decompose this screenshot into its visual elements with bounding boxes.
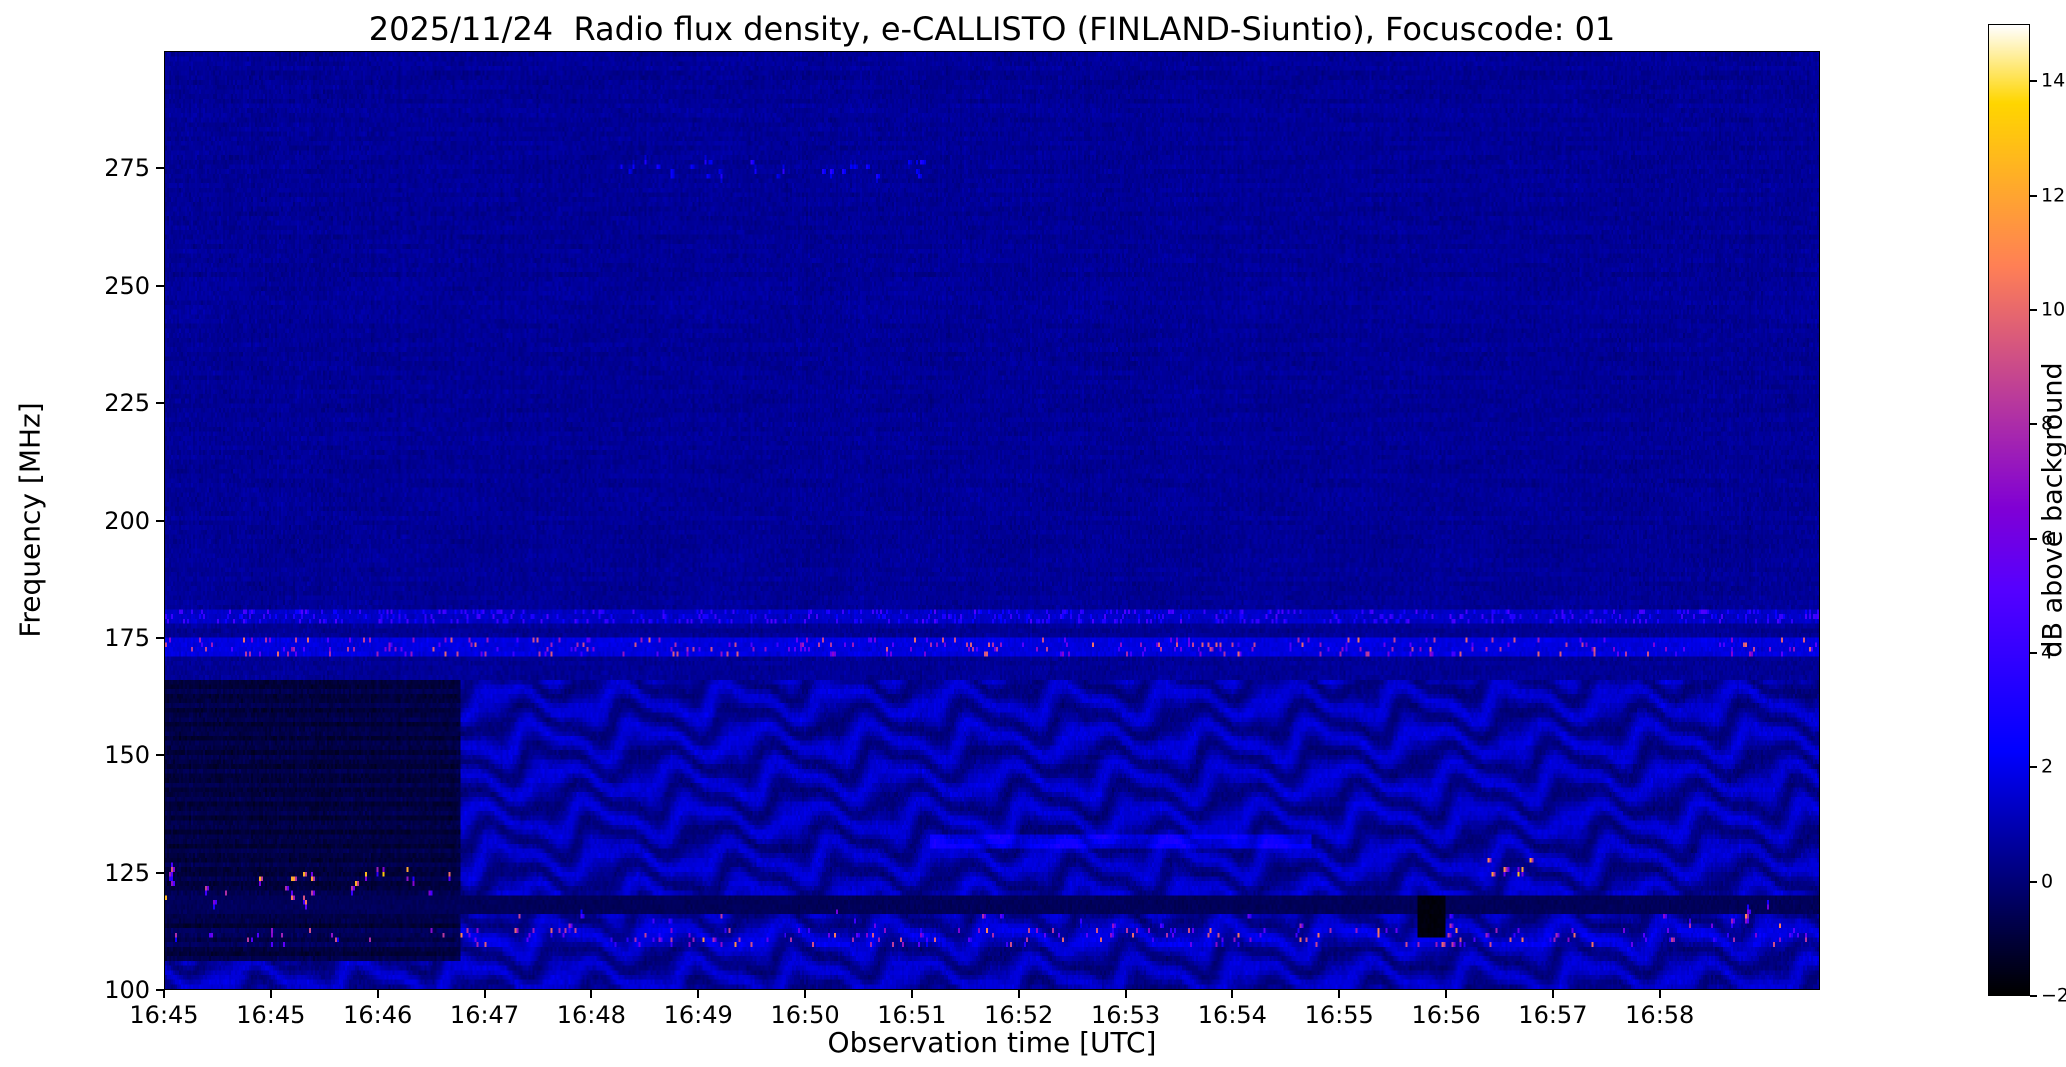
colorbar-tick-label: 8 (2041, 412, 2054, 435)
x-tick-mark (1551, 990, 1554, 998)
x-tick-label: 16:52 (984, 1001, 1054, 1029)
y-tick-label: 175 (104, 623, 150, 652)
x-tick-mark (1658, 990, 1661, 998)
x-tick-mark (269, 990, 272, 998)
x-tick-label: 16:51 (877, 1001, 947, 1029)
colorbar-tick-label: 2 (2041, 755, 2054, 778)
colorbar-tick-mark (2030, 80, 2037, 83)
colorbar-tick-mark (2030, 308, 2037, 311)
y-axis-label: Frequency [MHz] (13, 402, 47, 638)
chart-title: 2025/11/24 Radio flux density, e-CALLIST… (368, 10, 1616, 48)
x-tick-label: 16:47 (449, 1001, 520, 1029)
colorbar-tick-mark (2030, 766, 2037, 769)
x-tick-mark (590, 990, 593, 998)
y-tick-label: 250 (104, 271, 150, 300)
y-tick-label: 200 (104, 506, 150, 535)
colorbar-tick-label: 6 (2041, 527, 2054, 550)
x-tick-mark (376, 990, 379, 998)
colorbar-tick-mark (2030, 194, 2037, 197)
y-tick-mark (156, 989, 164, 991)
y-tick-mark (156, 519, 164, 522)
y-tick-mark (156, 754, 164, 757)
plot-area (164, 51, 1820, 990)
x-tick-label: 16:48 (556, 1001, 626, 1029)
y-tick-mark (156, 167, 164, 170)
x-tick-mark (697, 990, 700, 998)
y-tick-label: 275 (104, 154, 150, 183)
x-tick-label: 16:53 (1090, 1001, 1161, 1029)
y-tick-label: 225 (104, 389, 150, 418)
x-tick-label: 16:45 (129, 1001, 199, 1029)
x-tick-mark (163, 990, 165, 998)
y-tick-mark (156, 402, 164, 405)
y-tick-label: 150 (104, 741, 150, 770)
x-tick-mark (910, 990, 913, 998)
y-tick-label: 125 (104, 858, 150, 887)
x-tick-mark (1338, 990, 1341, 998)
colorbar (1988, 24, 2030, 996)
colorbar-tick-mark (2030, 651, 2037, 654)
y-tick-label: 100 (104, 976, 150, 1004)
colorbar-tick-label: −2 (2041, 984, 2066, 1007)
x-tick-label: 16:50 (770, 1001, 840, 1029)
colorbar-tick-mark (2030, 537, 2037, 540)
spectrogram-heatmap (165, 52, 1819, 989)
x-tick-label: 16:46 (343, 1001, 413, 1029)
y-tick-mark (156, 871, 164, 874)
x-tick-mark (1017, 990, 1020, 998)
colorbar-tick-mark (2030, 995, 2037, 997)
x-tick-label: 16:54 (1197, 1001, 1267, 1029)
colorbar-tick-mark (2030, 880, 2037, 883)
colorbar-tick-label: 0 (2041, 870, 2054, 893)
colorbar-tick-label: 14 (2041, 69, 2066, 92)
x-tick-label: 16:58 (1625, 1001, 1695, 1029)
x-tick-mark (1124, 990, 1127, 998)
y-tick-mark (156, 636, 164, 639)
colorbar-gradient (1989, 25, 2029, 995)
x-tick-label: 16:49 (663, 1001, 733, 1029)
colorbar-tick-label: 4 (2041, 641, 2054, 664)
colorbar-label: dB above background (2037, 362, 2066, 658)
x-axis-label: Observation time [UTC] (827, 1026, 1157, 1059)
x-tick-label: 16:45 (236, 1001, 306, 1029)
x-tick-mark (804, 990, 807, 998)
x-tick-label: 16:57 (1518, 1001, 1588, 1029)
x-tick-mark (483, 990, 486, 998)
x-tick-mark (1445, 990, 1448, 998)
y-tick-mark (156, 284, 164, 287)
colorbar-tick-label: 12 (2041, 184, 2066, 207)
x-tick-mark (1231, 990, 1234, 998)
x-tick-label: 16:56 (1411, 1001, 1481, 1029)
colorbar-tick-label: 10 (2041, 298, 2066, 321)
x-tick-label: 16:55 (1304, 1001, 1374, 1029)
colorbar-tick-mark (2030, 423, 2037, 426)
